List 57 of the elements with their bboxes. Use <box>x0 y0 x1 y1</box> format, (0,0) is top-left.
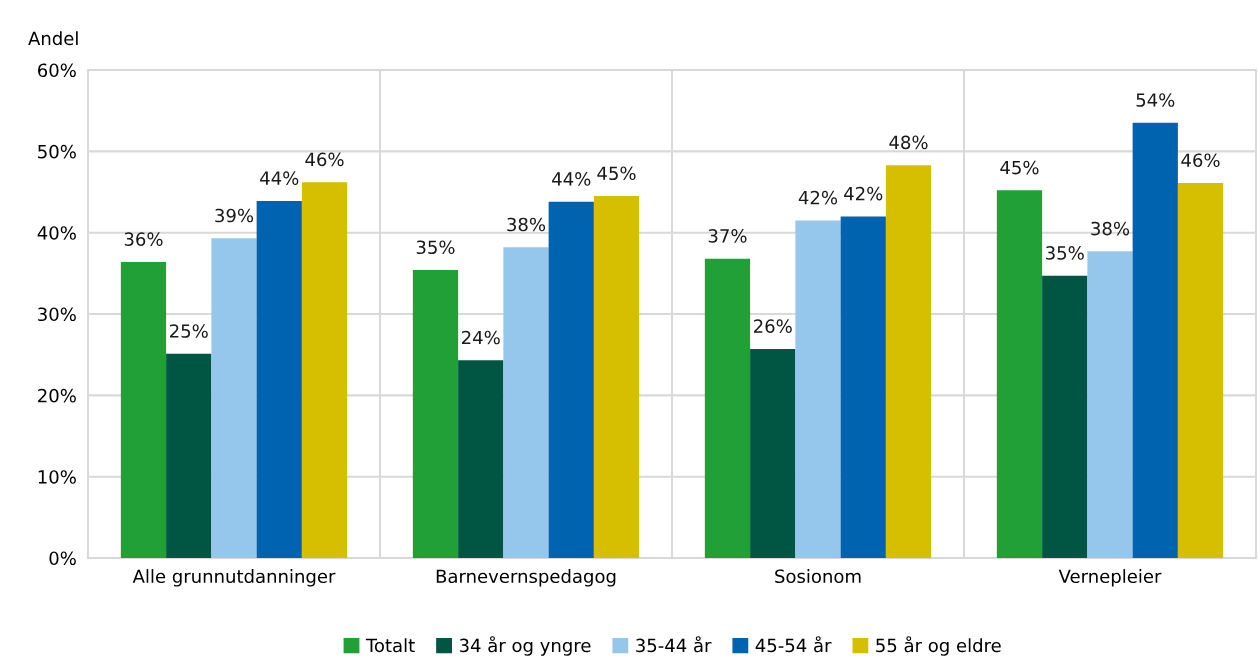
data-label: 54% <box>1136 93 1175 107</box>
data-label: 45% <box>1000 160 1039 175</box>
bar <box>120 261 167 558</box>
data-label: 36% <box>124 232 163 246</box>
legend-label: 35-44 år <box>636 636 712 653</box>
bar <box>503 247 549 558</box>
legend-label: 34 år og yngre <box>459 636 591 656</box>
data-label: 24% <box>462 330 500 345</box>
bar <box>1042 275 1088 558</box>
bar <box>1087 251 1133 558</box>
x-tick-label: Barnevernspedagog <box>436 569 616 587</box>
bar <box>1132 122 1178 558</box>
y-tick-label: 40% <box>37 226 76 240</box>
x-tick-label: Sosionom <box>775 569 861 584</box>
bar <box>548 201 594 558</box>
data-label: 35% <box>1046 246 1084 260</box>
bar <box>256 200 302 558</box>
y-tick-label: 30% <box>38 307 76 322</box>
y-tick-label: 60% <box>38 63 76 78</box>
data-label: 37% <box>708 229 747 243</box>
data-label: 44% <box>260 171 299 185</box>
x-tick-label: Vernepleier <box>1058 569 1162 587</box>
data-label: 26% <box>754 319 792 333</box>
bar <box>301 182 348 558</box>
data-label: 46% <box>305 152 344 167</box>
data-label: 44% <box>552 172 591 186</box>
data-label: 25% <box>170 324 208 338</box>
y-tick-label: 50% <box>38 144 76 159</box>
bar <box>840 216 886 558</box>
y-tick-label: 20% <box>38 388 76 403</box>
bar <box>996 190 1043 558</box>
bar <box>704 258 751 558</box>
data-label: 39% <box>215 208 254 223</box>
x-tick-label: Alle grunnutdanninger <box>132 569 336 587</box>
data-label: 35% <box>416 240 455 255</box>
data-label: 46% <box>1181 153 1220 168</box>
data-label: 42% <box>844 186 883 201</box>
bar <box>1177 183 1224 558</box>
bar <box>412 270 459 558</box>
bar <box>211 238 257 558</box>
data-label: 48% <box>889 135 928 150</box>
bar <box>885 165 932 558</box>
y-axis-title: Andel <box>28 31 78 46</box>
bar <box>795 220 841 558</box>
legend-label: Totalt <box>365 638 415 653</box>
legend-label: 55 år og eldre <box>876 636 1001 656</box>
bar <box>593 196 640 558</box>
y-tick-label: 0% <box>49 551 76 566</box>
bar <box>166 353 212 558</box>
y-tick-label: 10% <box>38 470 76 484</box>
legend-label: 45-54 år <box>755 636 832 653</box>
data-label: 38% <box>1091 221 1130 236</box>
data-label: 38% <box>507 217 546 232</box>
bar <box>458 360 504 558</box>
data-label: 45% <box>597 166 636 181</box>
bar <box>750 348 796 558</box>
data-label: 42% <box>798 190 838 205</box>
